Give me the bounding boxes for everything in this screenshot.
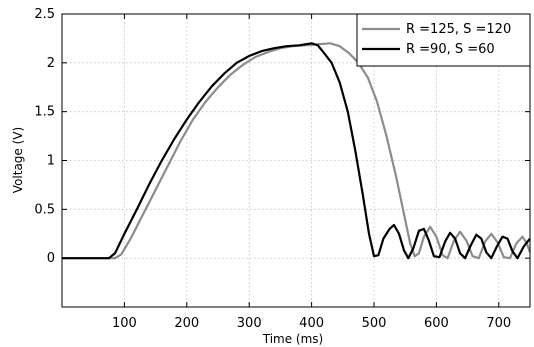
y-axis-label: Voltage (V): [11, 127, 25, 193]
x-tick-label: 100: [112, 316, 137, 331]
y-tick-label: 0.5: [34, 202, 55, 217]
y-tick-label: 0: [47, 251, 55, 266]
legend: R =125, S =120 R =90, S =60: [356, 13, 531, 67]
x-tick-label: 500: [362, 316, 387, 331]
x-tick-label: 600: [424, 316, 449, 331]
y-tick-label: 1.5: [34, 105, 55, 120]
x-tick-label: 300: [237, 316, 262, 331]
tick-layer: 100 200 300 400 500 600 700 0 0.5 1 1.5 2 2.5: [34, 7, 530, 331]
x-tick-label: 700: [486, 316, 511, 331]
y-tick-label: 2: [47, 56, 55, 71]
series-layer: [62, 42, 532, 260]
legend-label-series-1: R =125, S =120: [406, 22, 511, 37]
x-tick-label: 200: [174, 316, 199, 331]
x-tick-label: 400: [299, 316, 324, 331]
legend-box: [356, 13, 531, 67]
x-axis-label: Time (ms): [262, 332, 324, 346]
y-tick-label: 1: [47, 154, 55, 169]
legend-label-series-2: R =90, S =60: [406, 42, 495, 57]
series-line-2: [62, 42, 531, 260]
y-tick-label: 2.5: [34, 7, 55, 22]
